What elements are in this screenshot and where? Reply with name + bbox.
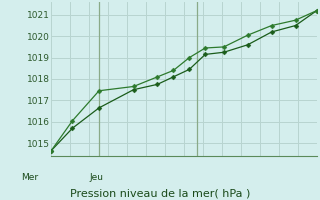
Text: Jeu: Jeu <box>90 172 104 182</box>
Text: Pression niveau de la mer( hPa ): Pression niveau de la mer( hPa ) <box>70 189 250 199</box>
Text: Mer: Mer <box>21 172 38 182</box>
